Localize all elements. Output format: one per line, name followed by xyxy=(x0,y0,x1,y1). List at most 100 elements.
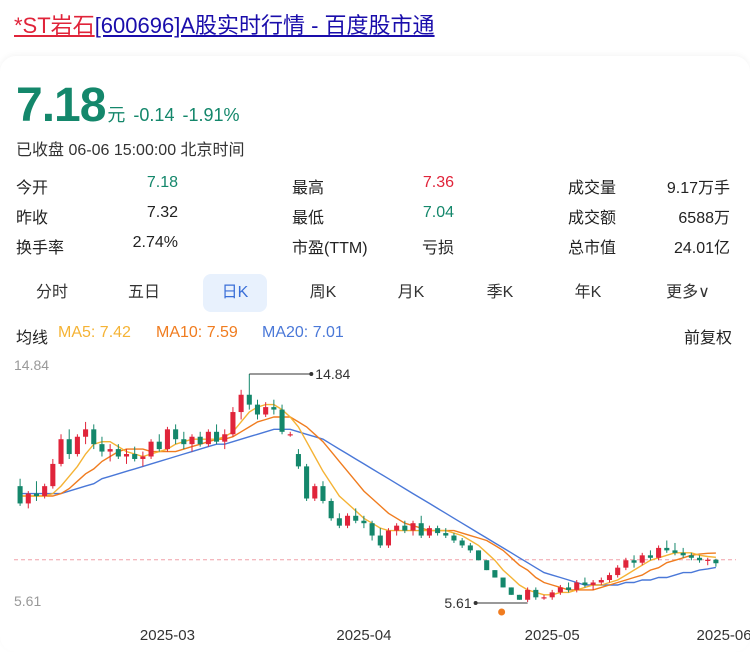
candle-body xyxy=(598,580,604,583)
candle xyxy=(74,434,80,457)
stat-label: 成交量 xyxy=(568,180,617,197)
adjust-mode-button[interactable]: 前复权 xyxy=(683,330,732,347)
candle-body xyxy=(222,434,228,442)
candle-body xyxy=(631,560,637,563)
candle xyxy=(705,557,711,566)
x-axis-date-label: 2025-03 xyxy=(140,627,195,644)
candle-body xyxy=(197,436,203,445)
tab-monthly-k[interactable]: 月K xyxy=(397,284,425,301)
candle-body xyxy=(557,587,563,593)
candle-body xyxy=(377,535,383,546)
title-stock-name[interactable]: *ST岩石 xyxy=(14,13,95,38)
candle-body xyxy=(58,439,64,464)
price-change-pct: -1.91% xyxy=(182,105,240,125)
x-axis-date-label: 2025-06 xyxy=(697,627,750,644)
candle-body xyxy=(50,463,56,487)
candle xyxy=(475,550,482,561)
candle-body xyxy=(254,404,261,415)
stat-value: 9.17万手 xyxy=(666,180,730,197)
tab-daily-k[interactable]: 日K xyxy=(203,274,267,312)
ma5-legend: MA5: 7.42 xyxy=(58,324,131,341)
y-axis-top-label: 14.84 xyxy=(14,357,49,373)
tab-weekly-k[interactable]: 周K xyxy=(309,284,337,301)
price-row: 7.18 元 -0.14 -1.91% xyxy=(16,78,240,133)
candle-body xyxy=(451,535,457,541)
candle-body xyxy=(279,409,285,432)
candle xyxy=(435,525,441,536)
candle-body xyxy=(525,589,531,600)
tab-five-day[interactable]: 五日 xyxy=(127,284,160,301)
candle xyxy=(304,463,310,501)
candle-body xyxy=(271,407,277,410)
candle xyxy=(402,520,408,534)
candle xyxy=(492,570,498,578)
candle xyxy=(606,572,613,583)
chart-axes: 14.84 5.61 2025-03 2025-04 2025-05 2025-06 xyxy=(14,357,750,644)
candle-body xyxy=(246,394,252,405)
stat-value: 亏损 xyxy=(421,240,454,257)
candle-body xyxy=(639,555,645,563)
candle-body xyxy=(664,547,670,551)
candle xyxy=(394,523,400,536)
stat-label: 最高 xyxy=(292,180,325,197)
candle xyxy=(451,533,457,543)
candle-body xyxy=(566,587,572,590)
candle xyxy=(17,478,23,506)
candle-body xyxy=(541,597,547,599)
page-title[interactable]: *ST岩石[600696]A股实时行情 - 百度股市通 xyxy=(14,8,435,40)
candle-body xyxy=(508,587,514,595)
market-status: 已收盘 06-06 15:00:00 北京时间 xyxy=(16,142,245,159)
candle xyxy=(123,449,130,464)
candle-body xyxy=(418,523,424,536)
candle-body xyxy=(590,582,596,585)
candle xyxy=(344,513,351,529)
candle xyxy=(295,449,301,469)
candle-body xyxy=(615,567,621,576)
stat-label: 今开 xyxy=(16,180,49,197)
candle-body xyxy=(361,520,367,524)
stat-value: 6588万 xyxy=(678,210,730,227)
candle xyxy=(385,528,392,548)
kline-chart[interactable]: 14.84 5.61 14.84 5.61 2025-03 2025-04 2025-05… xyxy=(0,350,750,652)
candle-body xyxy=(353,515,359,521)
candle-body xyxy=(369,523,375,536)
title-rest[interactable]: [600696]A股实时行情 - 百度股市通 xyxy=(94,13,435,38)
candle-body xyxy=(91,429,97,445)
candle xyxy=(443,528,449,539)
min-annotation-dot xyxy=(473,601,478,605)
candle-body xyxy=(696,557,703,561)
candle xyxy=(197,431,203,447)
candle-body xyxy=(295,454,301,467)
candle xyxy=(25,491,31,509)
candle xyxy=(696,555,703,563)
tab-yearly-k[interactable]: 年K xyxy=(574,284,602,301)
tab-quarterly-k[interactable]: 季K xyxy=(486,284,514,301)
candle-body xyxy=(66,439,72,455)
tab-more-dropdown[interactable]: 更多∨ xyxy=(666,284,710,301)
candle xyxy=(615,565,621,578)
ma-label: 均线 xyxy=(16,330,49,347)
candle xyxy=(148,439,154,459)
candle xyxy=(688,552,694,561)
candle-body xyxy=(475,550,482,561)
candle-body xyxy=(672,550,678,553)
stat-value: 7.32 xyxy=(146,204,178,221)
stat-label: 昨收 xyxy=(16,210,49,227)
candle-body xyxy=(410,523,416,531)
candle-body xyxy=(132,454,138,459)
candle xyxy=(271,399,277,415)
tab-intraday[interactable]: 分时 xyxy=(35,284,68,301)
candle xyxy=(369,520,375,541)
candle xyxy=(574,580,580,593)
stat-value: 2.74% xyxy=(132,234,178,251)
candle xyxy=(99,436,105,457)
candle-body xyxy=(574,582,580,590)
candle-body xyxy=(148,441,154,457)
candle-body xyxy=(647,555,653,558)
ma-legend: 均线 MA5: 7.42 MA10: 7.59 MA20: 7.01 前复权 xyxy=(16,322,732,347)
candle-body xyxy=(656,547,662,558)
candle xyxy=(664,540,670,553)
candle xyxy=(484,560,490,571)
candle-body xyxy=(394,525,400,531)
candle xyxy=(263,402,269,417)
